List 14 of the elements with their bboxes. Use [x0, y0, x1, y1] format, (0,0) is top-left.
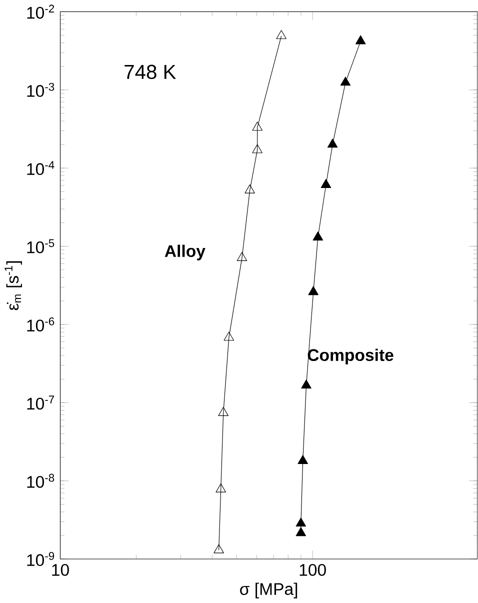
annotation: 748 K: [124, 64, 176, 80]
x-tick-label: 10: [52, 564, 70, 576]
y-tick-label: 10$^{-5}$: [27, 239, 54, 254]
series-label: Alloy: [164, 244, 206, 260]
y-tick-label: 10$^{-8}$: [27, 474, 54, 488]
y-tick-label: 10$^{-9}$: [27, 552, 54, 566]
y-axis-title: ε̇$_{m}$ [s$^{-1}$]: [4, 261, 22, 310]
y-tick-label: 10$^{-3}$: [27, 82, 54, 97]
y-tick-label: 10$^{-4}$: [27, 161, 54, 176]
y-tick-label: 10$^{-7}$: [27, 396, 54, 410]
x-tick-label: 100: [300, 564, 326, 576]
x-axis-title: σ [MPa]: [240, 582, 298, 598]
y-tick-label: 10$^{-6}$: [27, 317, 54, 332]
y-tick-label: 10$^{-2}$: [27, 4, 54, 19]
